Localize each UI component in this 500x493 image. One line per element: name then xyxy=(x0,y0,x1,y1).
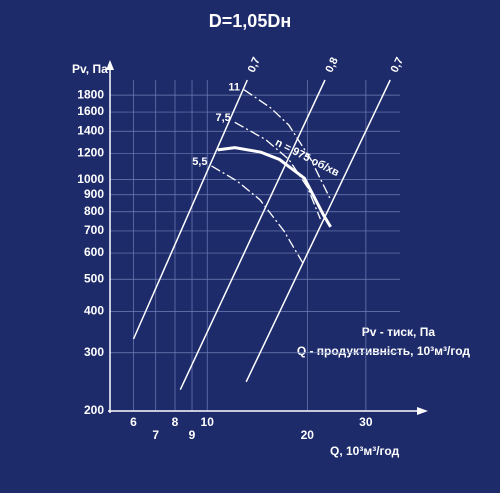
x-tick-label: 6 xyxy=(130,415,137,429)
y-axis-arrow xyxy=(106,60,114,70)
x-axis-label: Q, 10³м³/год xyxy=(330,444,400,458)
series-label: 0,7 xyxy=(246,56,263,75)
series-label: 0,7 xyxy=(389,56,406,75)
series-label: 11 xyxy=(228,82,240,94)
y-tick-label: 800 xyxy=(84,204,104,218)
series-label: 5,5 xyxy=(192,156,207,168)
series-label: 0,8 xyxy=(323,56,340,75)
series-line xyxy=(132,79,248,340)
y-tick-label: 600 xyxy=(84,245,104,259)
annotation: Pv - тиск, Па xyxy=(362,325,436,339)
y-tick-label: 400 xyxy=(84,304,104,318)
y-axis-label: Pv, Па xyxy=(72,62,108,76)
series-line xyxy=(211,165,305,266)
y-tick-label: 1000 xyxy=(77,172,104,186)
chart-title: D=1,05Dн xyxy=(209,11,291,31)
x-axis-arrow xyxy=(417,407,428,415)
y-tick-label: 900 xyxy=(84,187,104,201)
x-tick-label: 30 xyxy=(359,415,373,429)
y-tick-label: 700 xyxy=(84,223,104,237)
y-tick-label: 200 xyxy=(84,403,104,417)
series-line xyxy=(179,79,326,391)
series-line xyxy=(217,146,332,228)
series-line xyxy=(245,79,391,383)
x-tick-label: 10 xyxy=(201,415,215,429)
grid xyxy=(110,80,400,412)
series-line xyxy=(243,89,332,200)
y-tick-label: 300 xyxy=(84,345,104,359)
y-tick-label: 1400 xyxy=(77,123,104,137)
series-label: 7,5 xyxy=(215,112,230,124)
y-tick-label: 1600 xyxy=(77,104,104,118)
x-tick-label: 20 xyxy=(301,428,315,442)
y-tick-label: 1200 xyxy=(77,146,104,160)
x-tick-label: 8 xyxy=(172,415,179,429)
annotation: Q - продуктивність, 10³м³/год xyxy=(297,344,471,358)
series-line xyxy=(234,121,322,220)
y-tick-label: 500 xyxy=(84,271,104,285)
x-tick-label: 7 xyxy=(152,428,159,442)
y-tick-label: 1800 xyxy=(77,87,104,101)
x-tick-label: 9 xyxy=(189,428,196,442)
